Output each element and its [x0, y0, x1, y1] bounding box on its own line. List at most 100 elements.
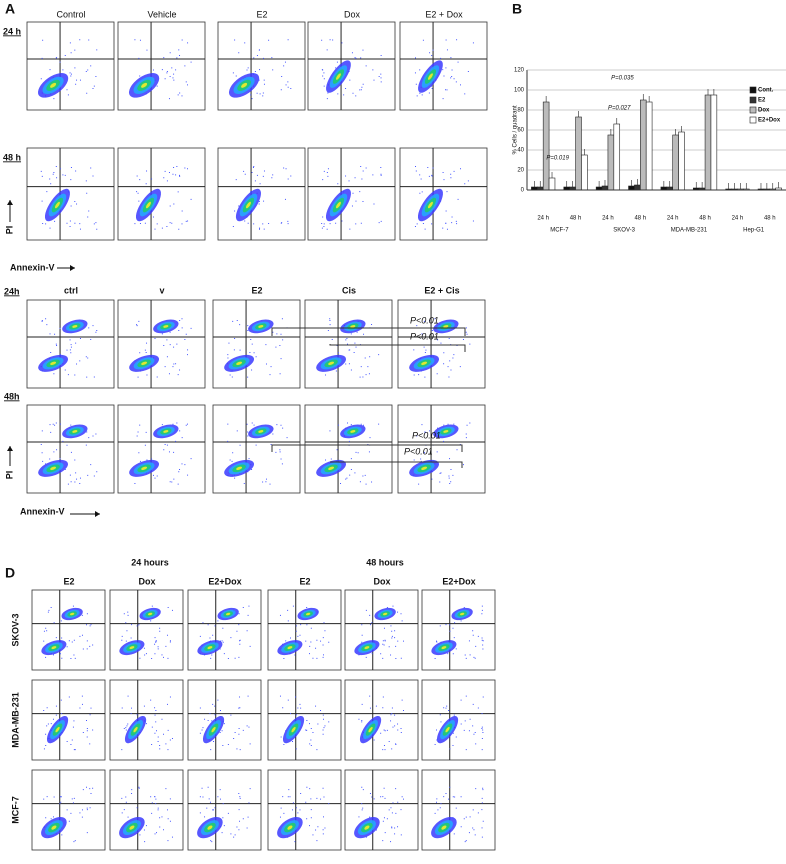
- density-blob: [141, 466, 148, 471]
- plot-frame: [117, 21, 206, 111]
- density-blob: [241, 82, 248, 88]
- density-blob: [335, 201, 341, 209]
- plot-frame: [344, 589, 419, 671]
- flow-plot: [267, 679, 342, 761]
- column-header: E2+Dox: [442, 576, 475, 586]
- plot-frame: [421, 589, 496, 671]
- scatter-dots: [121, 605, 173, 659]
- p-value-annotation: P<0.01: [404, 446, 433, 456]
- bar: [634, 184, 641, 191]
- density-blob: [328, 361, 335, 366]
- p-value-annotation: P<0.01: [410, 315, 439, 325]
- scatter-dots: [358, 786, 404, 843]
- density-blob: [163, 430, 169, 433]
- group-label: MCF-7: [550, 228, 569, 234]
- density-blob: [383, 612, 388, 616]
- scatter-dots: [434, 786, 484, 843]
- density-blob: [207, 646, 213, 650]
- row-label: 48h: [4, 391, 20, 401]
- arrow-head: [7, 446, 13, 451]
- plot-frame: [267, 769, 342, 851]
- bar: [607, 134, 615, 191]
- arrow-head: [95, 511, 100, 517]
- density-blob: [72, 430, 78, 433]
- plot-frame: [217, 147, 306, 241]
- scatter-dots: [40, 318, 98, 378]
- column-header: E2: [256, 9, 267, 19]
- x-tick-label: 24 h: [667, 216, 679, 222]
- scatter-dots: [43, 605, 94, 659]
- density-blob: [133, 726, 138, 733]
- flow-plot: [399, 147, 488, 241]
- legend-swatch: [749, 116, 757, 124]
- legend-label: E2: [758, 98, 766, 104]
- density-blob: [287, 646, 293, 650]
- panel-label: A: [5, 1, 15, 17]
- x-axis-label: Annexin-V: [10, 262, 55, 272]
- plot-frame: [117, 147, 206, 241]
- bar: [628, 185, 635, 191]
- flow-plot: [212, 299, 301, 389]
- scatter-dots: [358, 695, 404, 751]
- density-blob: [236, 466, 243, 471]
- density-blob: [141, 82, 148, 88]
- flow-plot: [187, 769, 262, 851]
- group-label: MDA-MB-231: [671, 228, 708, 234]
- scatter-dots: [413, 318, 471, 378]
- x-tick-label: 48 h: [634, 216, 646, 222]
- flow-plot: [31, 769, 106, 851]
- legend-swatch: [749, 86, 757, 94]
- bar: [640, 99, 647, 191]
- density-blob: [72, 325, 78, 328]
- flow-plot: [31, 589, 106, 671]
- flow-plot: [421, 679, 496, 761]
- density-blob: [226, 612, 231, 616]
- scatter-dots: [321, 39, 382, 100]
- column-header: E2 + Dox: [425, 9, 463, 19]
- flow-plot: [212, 404, 301, 494]
- flow-plot: [304, 404, 393, 494]
- plot-frame: [304, 299, 393, 389]
- group-label: SKOV-3: [613, 228, 635, 234]
- plot-frame: [187, 769, 262, 851]
- x-axis-label: Annexin-V: [20, 506, 65, 516]
- density-blob: [141, 361, 148, 366]
- plot-frame: [267, 679, 342, 761]
- flow-plot: [117, 21, 206, 111]
- p-value-annotation: P=0.019: [546, 156, 569, 162]
- plot-frame: [187, 679, 262, 761]
- flow-plot: [217, 147, 306, 241]
- density-blob: [50, 466, 57, 471]
- panel-label: D: [5, 565, 15, 581]
- plot-frame: [344, 769, 419, 851]
- significance-bracket: [271, 444, 463, 468]
- density-blob: [55, 726, 60, 733]
- bar: [613, 123, 621, 191]
- plot-frame: [421, 769, 496, 851]
- y-axis-title: % Cells / quadrant: [513, 105, 519, 154]
- column-header: E2 + Cis: [424, 285, 459, 295]
- plot-frame: [421, 679, 496, 761]
- plot-frame: [397, 404, 486, 494]
- plot-frame: [344, 679, 419, 761]
- plot-frame: [187, 589, 262, 671]
- legend-label: E2+Dox: [758, 118, 781, 124]
- column-header: E2+Dox: [208, 576, 241, 586]
- y-tick-label: 40: [517, 148, 524, 154]
- plot-frame: [307, 147, 396, 241]
- density-blob: [421, 466, 428, 471]
- flow-plot: [26, 21, 115, 111]
- density-blob: [287, 825, 293, 830]
- plot-frame: [307, 21, 396, 111]
- density-blob: [163, 325, 169, 328]
- plot-frame: [399, 21, 488, 111]
- plot-frame: [117, 299, 206, 389]
- column-header: E2: [299, 576, 310, 586]
- density-blob: [427, 201, 433, 209]
- flow-plot: [421, 769, 496, 851]
- density-blob: [258, 430, 264, 433]
- flow-plot: [421, 589, 496, 671]
- density-blob: [245, 201, 251, 209]
- column-header: Dox: [138, 576, 155, 586]
